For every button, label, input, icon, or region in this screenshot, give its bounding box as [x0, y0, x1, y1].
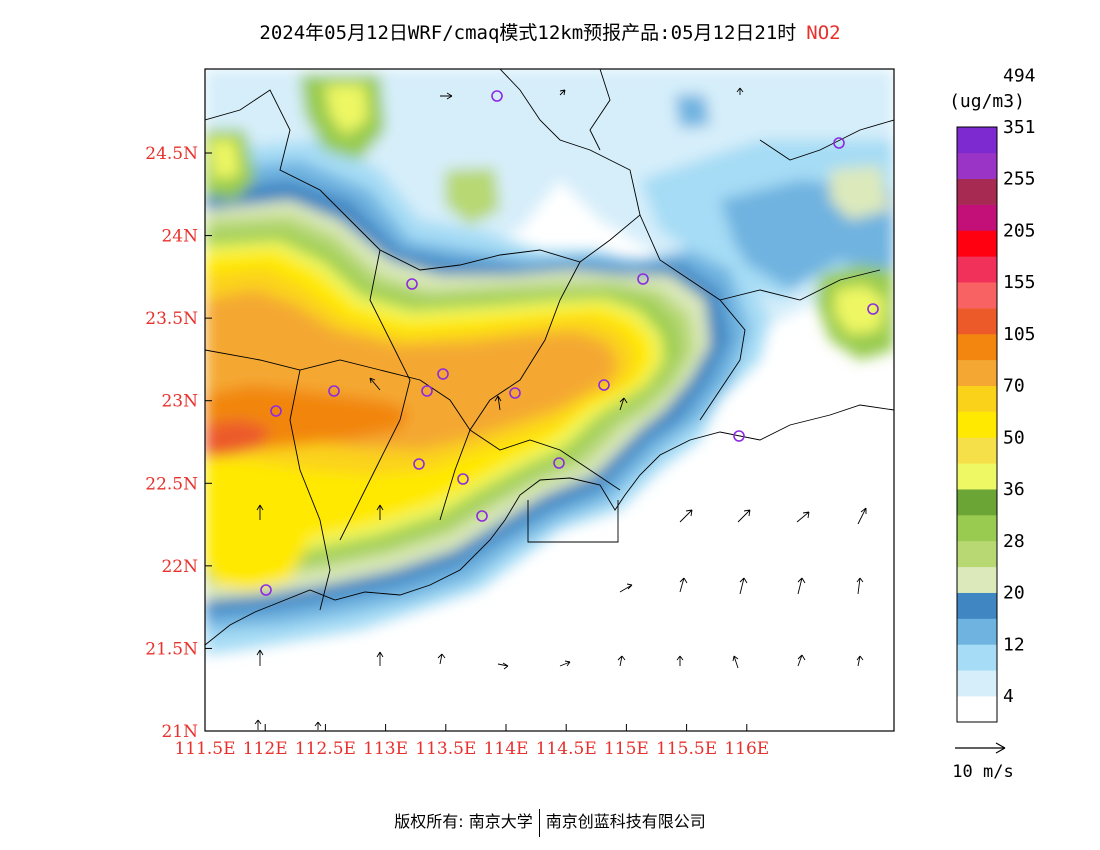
wind-reference-arrow-icon	[955, 742, 1006, 754]
lon-tick-label: 116E	[724, 739, 769, 759]
lat-tick-label: 23.5N	[145, 309, 198, 329]
lat-tick-label: 22N	[161, 557, 198, 577]
map-frame	[204, 68, 895, 732]
no2-concentration-field	[205, 69, 894, 731]
wind-reference: 10 m/s	[952, 742, 1014, 782]
colorbar-bin	[957, 230, 997, 257]
colorbar-bin	[957, 256, 997, 283]
lon-tick-label: 115.5E	[656, 739, 717, 759]
colorbar-label: 4	[1003, 686, 1014, 707]
colorbar-bin	[957, 411, 997, 438]
colorbar-bin	[957, 489, 997, 516]
colorbar-label: 28	[1003, 531, 1025, 552]
colorbar-frame	[956, 126, 998, 723]
colorbar: (ug/m3) 4 12 20 28 36 50 70 105 155 205 255 351 494	[949, 65, 1036, 723]
lon-tick-label: 112.5E	[295, 739, 356, 759]
lat-tick-label: 24N	[161, 227, 198, 247]
colorbar-bin	[957, 385, 997, 412]
lon-tick-label: 113.5E	[415, 739, 476, 759]
copyright-prefix: 版权所有:	[394, 812, 464, 831]
copyright-org1: 南京大学	[468, 812, 533, 831]
pollutant-label: NO2	[806, 22, 841, 44]
colorbar-unit: (ug/m3)	[949, 91, 1025, 112]
colorbar-bin	[957, 463, 997, 490]
colorbar-label: 255	[1003, 169, 1036, 190]
lat-tick-label: 21N	[161, 722, 198, 742]
colorbar-bin	[957, 696, 997, 723]
colorbar-bin	[957, 282, 997, 309]
colorbar-label: 36	[1003, 479, 1025, 500]
colorbar-label: 12	[1003, 634, 1025, 655]
colorbar-bin	[957, 437, 997, 464]
lon-tick-label: 114E	[484, 739, 529, 759]
lat-tick-label: 23N	[161, 392, 198, 412]
colorbar-label: 20	[1003, 583, 1025, 604]
colorbar-bin	[957, 670, 997, 697]
colorbar-bin	[957, 308, 997, 335]
colorbar-label: 155	[1003, 272, 1036, 293]
title-text: 2024年05月12日WRF/cmaq模式12km预报产品:05月12日21时	[259, 22, 797, 44]
wind-reference-label: 10 m/s	[952, 762, 1013, 782]
lon-tick-label: 113E	[363, 739, 408, 759]
monitoring-stations	[260, 90, 879, 596]
wind-vectors	[254, 87, 867, 730]
colorbar-bin	[957, 592, 997, 619]
colorbar-bin	[957, 618, 997, 645]
colorbar-bin	[957, 178, 997, 205]
boundary-lines	[205, 69, 894, 646]
colorbar-bin	[957, 515, 997, 542]
colorbar-bin	[957, 566, 997, 593]
colorbar-label: 205	[1003, 220, 1036, 241]
lat-tick-label: 24.5N	[145, 144, 198, 164]
colorbar-label: 351	[1003, 117, 1036, 138]
colorbar-bin	[957, 204, 997, 231]
colorbar-label: 105	[1003, 324, 1036, 345]
chart-title: 2024年05月12日WRF/cmaq模式12km预报产品:05月12日21时 N…	[0, 18, 1100, 45]
colorbar-bin	[957, 359, 997, 386]
colorbar-labels: 4 12 20 28 36 50 70 105 155 205 255 351 494	[1003, 65, 1036, 707]
colorbar-bin	[957, 644, 997, 671]
lon-tick-label: 114.5E	[536, 739, 597, 759]
colorbar-label: 50	[1003, 427, 1025, 448]
lon-tick-label: 115E	[604, 739, 649, 759]
copyright-separator	[538, 808, 540, 837]
copyright-org2: 南京创蓝科技有限公司	[545, 812, 706, 831]
lat-tick-label: 22.5N	[145, 474, 198, 494]
lat-tick-label: 21.5N	[145, 639, 198, 659]
copyright-footer: 版权所有: 南京大学 南京创蓝科技有限公司	[0, 808, 1100, 837]
colorbar-bins	[957, 127, 997, 723]
colorbar-bin	[957, 333, 997, 361]
colorbar-bin	[957, 127, 997, 154]
colorbar-bin	[957, 540, 997, 568]
lon-tick-label: 112E	[243, 739, 288, 759]
colorbar-label: 494	[1003, 65, 1036, 86]
colorbar-bin	[957, 152, 997, 180]
lon-tick-label: 111.5E	[174, 739, 235, 759]
colorbar-label: 70	[1003, 376, 1025, 397]
